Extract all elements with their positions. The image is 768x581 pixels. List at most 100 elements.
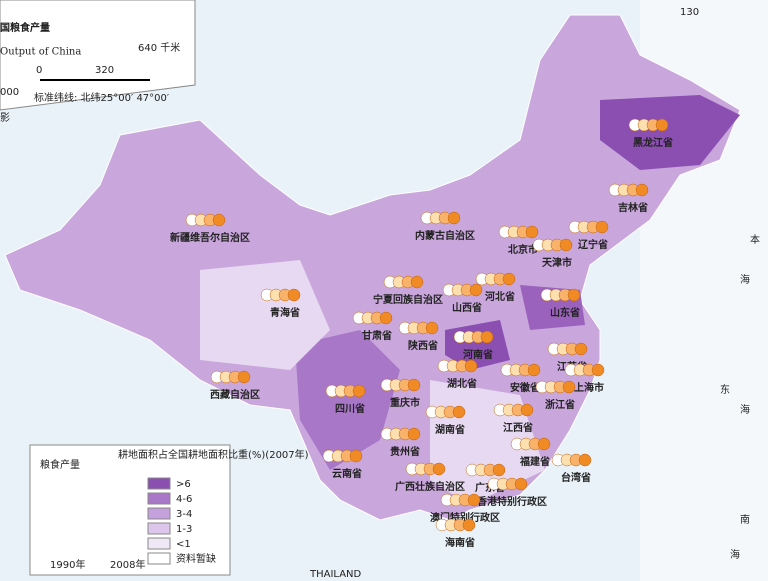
province-label: 天津市 bbox=[542, 256, 572, 269]
province-label: 湖南省 bbox=[435, 423, 465, 436]
ratio: 000 bbox=[0, 87, 19, 98]
province-label: 湖北省 bbox=[447, 377, 477, 390]
scale-label: 320 bbox=[95, 65, 114, 76]
grain-circle bbox=[464, 359, 478, 373]
province-symbol bbox=[435, 518, 476, 532]
grain-circle bbox=[379, 311, 393, 325]
grain-circle bbox=[212, 213, 226, 227]
province-label: 西藏自治区 bbox=[210, 388, 260, 401]
grain-circle bbox=[410, 275, 424, 289]
province-label: 福建省 bbox=[519, 455, 550, 468]
region-dark bbox=[600, 95, 740, 170]
grain-circle bbox=[591, 363, 605, 377]
province-symbol bbox=[475, 272, 516, 286]
legend-label: 资料暂缺 bbox=[176, 552, 216, 565]
province-symbol bbox=[493, 403, 534, 417]
neighbor: THAILAND bbox=[309, 569, 362, 580]
parallels: 标准纬线: 北纬25°00′ 47°00′ bbox=[34, 91, 170, 104]
province-label: 安徽省 bbox=[510, 381, 540, 394]
province-symbol bbox=[437, 359, 478, 373]
province-symbol bbox=[532, 238, 573, 252]
legend-title: 耕地面积占全国耕地面积比重(%)(2007年) bbox=[118, 448, 309, 461]
grain-circle bbox=[537, 437, 551, 451]
grain-circle bbox=[452, 405, 466, 419]
grain-circle bbox=[349, 449, 363, 463]
province-label: 山西省 bbox=[452, 301, 482, 314]
province-symbol bbox=[510, 437, 551, 451]
grain-circle bbox=[595, 220, 609, 234]
province-label: 新疆维吾尔自治区 bbox=[170, 231, 250, 244]
province-label: 河北省 bbox=[485, 290, 515, 303]
province-symbol bbox=[380, 427, 421, 441]
grain-circle bbox=[407, 427, 421, 441]
title-box bbox=[0, 0, 196, 111]
sea-label: 东 bbox=[720, 383, 730, 396]
grain-circle bbox=[559, 238, 573, 252]
scale-label: 640 千米 bbox=[138, 41, 180, 54]
grain-circle bbox=[520, 403, 534, 417]
grain-circle bbox=[492, 463, 506, 477]
grain-circle bbox=[567, 288, 581, 302]
legend-box bbox=[29, 444, 231, 576]
grain-circle bbox=[562, 380, 576, 394]
legend-swatch bbox=[147, 477, 171, 490]
province-symbol bbox=[325, 384, 366, 398]
province-label: 山东省 bbox=[550, 306, 580, 319]
grain-circle bbox=[447, 211, 461, 225]
province-symbol bbox=[322, 449, 363, 463]
province-label: 河南省 bbox=[463, 348, 493, 361]
sea-label: 海 bbox=[730, 548, 740, 561]
legend-year: 2008年 bbox=[110, 558, 145, 571]
grain-circle bbox=[432, 462, 446, 476]
province-label: 北京市 bbox=[508, 243, 538, 256]
province-symbol bbox=[608, 183, 649, 197]
province-symbol bbox=[500, 363, 541, 377]
legend-swatch bbox=[147, 522, 171, 535]
grain-circle bbox=[287, 288, 301, 302]
sea-label: 南 bbox=[740, 513, 750, 526]
province-symbol bbox=[568, 220, 609, 234]
province-label: 云南省 bbox=[332, 467, 362, 480]
china bbox=[4, 14, 741, 521]
region-light bbox=[200, 260, 330, 370]
grid-label: 130 bbox=[680, 7, 699, 18]
left-mark: 影 bbox=[0, 112, 10, 124]
grain-circle bbox=[467, 493, 481, 507]
region-mid bbox=[295, 330, 400, 470]
legend-year: 1990年 bbox=[50, 558, 85, 571]
grain-circle bbox=[502, 272, 516, 286]
province-symbol bbox=[453, 330, 494, 344]
legend-label: 4-6 bbox=[176, 494, 192, 505]
grain-circle bbox=[655, 118, 669, 132]
province-symbol bbox=[398, 321, 439, 335]
sea-label: 本 bbox=[750, 233, 760, 246]
province-symbol bbox=[498, 225, 539, 239]
province-label: 吉林省 bbox=[618, 201, 648, 214]
province-symbol bbox=[425, 405, 466, 419]
legend-swatch bbox=[147, 537, 171, 550]
province-label: 陕西省 bbox=[408, 339, 438, 352]
province-label: 黑龙江省 bbox=[633, 136, 673, 149]
legend-label: >6 bbox=[176, 479, 191, 490]
sea-label: 海 bbox=[740, 273, 750, 286]
province-label: 海南省 bbox=[445, 536, 475, 549]
province-label: 江西省 bbox=[503, 421, 533, 434]
province-label: 宁夏回族自治区 bbox=[373, 293, 443, 306]
province-label: 上海市 bbox=[574, 381, 604, 394]
grain-circle bbox=[514, 477, 528, 491]
grain-circle bbox=[574, 342, 588, 356]
province-symbol bbox=[380, 378, 421, 392]
province-label: 青海省 bbox=[270, 306, 300, 319]
province-label: 重庆市 bbox=[390, 396, 420, 409]
province-label: 贵州省 bbox=[390, 445, 420, 458]
province-symbol bbox=[352, 311, 393, 325]
province-symbol bbox=[260, 288, 301, 302]
province-symbol bbox=[551, 453, 592, 467]
grain-circle bbox=[525, 225, 539, 239]
province-symbol bbox=[420, 211, 461, 225]
legend-swatch bbox=[147, 492, 171, 505]
grain-circle bbox=[527, 363, 541, 377]
province-symbol bbox=[383, 275, 424, 289]
legend-title: 粮食产量 bbox=[40, 458, 80, 471]
